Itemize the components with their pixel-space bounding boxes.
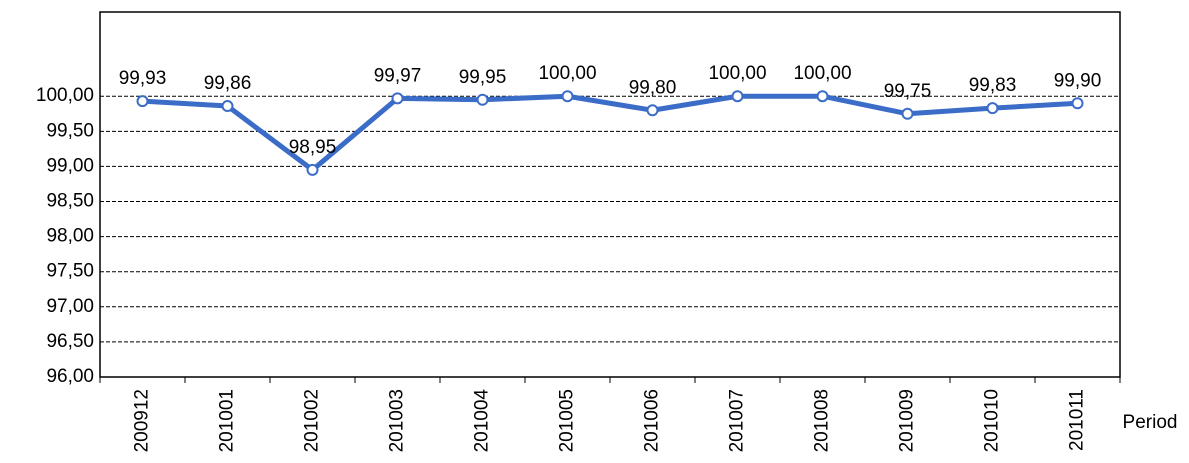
x-tick-label: 201006 xyxy=(642,389,663,452)
x-axis-title: Period xyxy=(1123,412,1178,433)
y-tick-label: 100,00 xyxy=(36,85,94,106)
point xyxy=(816,90,829,103)
x-tick-label: 201009 xyxy=(897,389,918,452)
x-tick-label: 201008 xyxy=(812,389,833,452)
point xyxy=(391,92,404,105)
x-tick-label: 201011 xyxy=(1067,389,1088,451)
point xyxy=(476,93,489,106)
point xyxy=(136,95,149,108)
x-tick-label: 201004 xyxy=(472,389,493,453)
x-tick-label: 201005 xyxy=(557,389,578,452)
y-tick-label: 99,00 xyxy=(46,155,94,176)
point xyxy=(306,163,319,176)
x-tick-label: 201007 xyxy=(727,389,748,452)
data-label: 99,93 xyxy=(119,68,167,89)
data-label: 99,95 xyxy=(459,67,507,88)
data-label: 99,97 xyxy=(374,65,422,86)
plot-frame xyxy=(99,11,1121,378)
y-tick-label: 96,50 xyxy=(46,331,94,352)
point xyxy=(221,100,234,113)
x-tick-label: 201002 xyxy=(302,389,323,452)
y-tick-label: 97,00 xyxy=(46,296,94,317)
line xyxy=(142,93,1078,173)
point xyxy=(731,90,744,103)
data-label: 98,95 xyxy=(289,137,337,158)
data-label: 99,90 xyxy=(1054,70,1102,91)
x-tick-label: 201001 xyxy=(217,389,238,452)
y-tick-label: 98,50 xyxy=(46,191,94,212)
point xyxy=(561,90,574,103)
data-label: 100,00 xyxy=(708,63,766,84)
data-label: 99,83 xyxy=(969,75,1017,96)
y-tick-label: 98,00 xyxy=(46,226,94,247)
point xyxy=(986,102,999,115)
x-tick-label: 201003 xyxy=(387,389,408,452)
data-label: 100,00 xyxy=(538,63,596,84)
point xyxy=(901,107,914,120)
data-label: 99,75 xyxy=(884,81,932,102)
point xyxy=(646,104,659,117)
data-label: 100,00 xyxy=(793,63,851,84)
y-tick-label: 96,00 xyxy=(46,366,94,387)
y-tick-label: 97,50 xyxy=(46,261,94,282)
data-label: 99,80 xyxy=(629,77,677,98)
point xyxy=(1071,97,1084,110)
x-tick-label: 200912 xyxy=(132,389,153,452)
data-label: 99,86 xyxy=(204,73,252,94)
y-tick-label: 99,50 xyxy=(46,120,94,141)
x-tick-label: 201010 xyxy=(982,389,1003,452)
